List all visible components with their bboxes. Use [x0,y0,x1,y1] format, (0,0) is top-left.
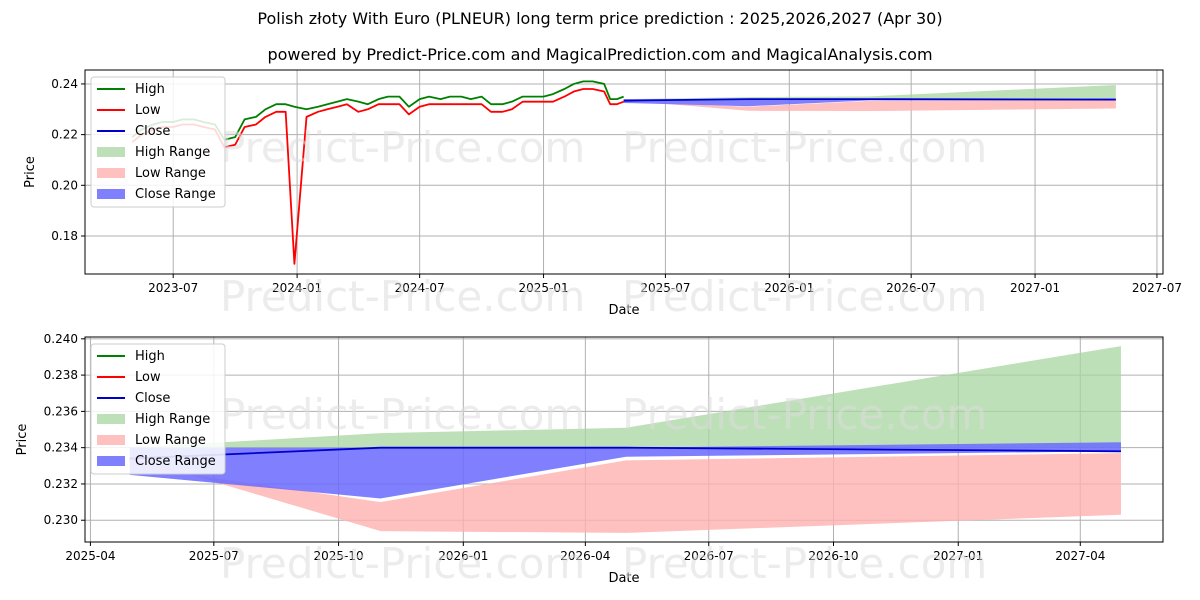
plot-area [129,346,1121,533]
x-tick-label: 2026-01 [438,549,488,563]
x-axis-label: Date [608,571,639,586]
x-tick-label: 2027-01 [1010,281,1060,295]
x-axis-label: Date [608,303,639,318]
y-tick-label: 0.22 [51,128,78,142]
x-tick-label: 2024-01 [272,281,322,295]
plot-frame [84,69,1164,275]
x-tick-label: 2026-04 [560,549,610,563]
legend-label: High Range [135,412,210,427]
y-tick-label: 0.240 [44,332,78,346]
plot-frame [84,336,1164,543]
y-tick-label: 0.232 [44,477,78,491]
y-tick-label: 0.238 [44,368,78,382]
legend-label: Close [135,391,170,406]
legend-label: Low [135,103,161,118]
low-range-band [623,99,1116,112]
legend-swatch [97,147,125,157]
legend-label: Low [135,370,161,385]
close-series-line [129,446,1121,460]
y-tick-label: 0.24 [51,77,78,91]
x-tick-label: 2027-07 [1132,281,1182,295]
y-tick-label: 0.18 [51,229,78,243]
x-tick-label: 2027-01 [933,549,983,563]
x-tick-label: 2024-07 [395,281,445,295]
x-tick-label: 2027-04 [1055,549,1105,563]
x-tick-label: 2025-01 [518,281,568,295]
x-tick-label: 2026-01 [764,281,814,295]
y-axis-label: Price [23,156,38,188]
close-range-band [623,98,1116,107]
legend-label: Close [135,124,170,139]
x-tick-label: 2023-07 [148,281,198,295]
watermark-text: Predict-Price.com [220,123,585,172]
legend-label: Low Range [135,166,206,181]
low-range-band [129,453,1121,533]
legend-swatch [97,414,125,424]
legend-label: High [135,82,165,97]
panel-1: 2023-07 2024-01 2024-07 2025-01 2025-07 2026-… [23,69,1182,318]
x-tick-label: 2025-07 [189,549,239,563]
legend-swatch [97,456,125,466]
chart-subtitle: powered by Predict-Price.com and Magical… [267,45,933,64]
y-tick-label: 0.236 [44,404,78,418]
high-range-band [129,346,1121,448]
x-tick-label: 2025-10 [313,549,363,563]
y-tick-label: 0.20 [51,178,78,192]
watermark-text: Predict-Price.com [622,539,987,588]
plot-area [131,80,1116,265]
x-tick-label: 2026-07 [886,281,936,295]
watermark-text: Predict-Price.com [220,272,585,321]
panel-2: 2025-04 2025-07 2025-10 2026-01 2026-04 2026-… [15,332,1164,586]
legend-label: Close Range [135,454,216,469]
watermark-text: Predict-Price.com [622,123,987,172]
watermark-text: Predict-Price.com [622,390,987,439]
x-tick-label: 2026-10 [808,549,858,563]
close-series-line [623,98,1116,102]
legend-swatch [97,168,125,178]
close-range-band [129,442,1121,499]
x-tick-label: 2026-07 [684,549,734,563]
legend-label: High [135,349,165,364]
y-tick-label: 0.230 [44,513,78,527]
watermark-text: Predict-Price.com [220,390,585,439]
x-tick-label: 2025-04 [65,549,115,563]
legend-label: High Range [135,145,210,160]
legend-label: Low Range [135,433,206,448]
legend-swatch [97,189,125,199]
watermark-text: Predict-Price.com [622,272,987,321]
legend-label: Close Range [135,187,216,202]
watermark-text: Predict-Price.com [220,539,585,588]
y-axis-label: Price [15,424,30,456]
x-tick-label: 2025-07 [640,281,690,295]
legend-swatch [97,435,125,445]
high-range-band [623,84,1116,100]
chart-title: Polish złoty With Euro (PLNEUR) long ter… [257,9,943,28]
y-tick-label: 0.234 [44,441,78,455]
